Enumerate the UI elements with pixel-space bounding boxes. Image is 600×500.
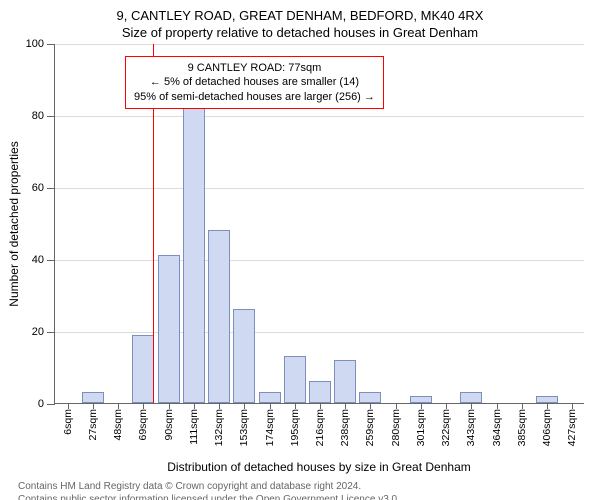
y-tick-label: 20 [32,326,44,338]
x-axis-label: Distribution of detached houses by size … [54,460,584,474]
y-tick-label: 60 [32,182,44,194]
x-tick-label: 90sqm [163,409,175,441]
x-tick-label: 280sqm [390,409,402,446]
histogram-bar [460,392,482,403]
histogram-bar [208,230,230,403]
x-tick-label: 195sqm [289,409,301,446]
annotation-box: 9 CANTLEY ROAD: 77sqm← 5% of detached ho… [125,56,384,109]
y-axis-label: Number of detached properties [7,141,21,306]
histogram-bar [259,392,281,403]
x-tick-label: 343sqm [465,409,477,446]
y-tick-label: 80 [32,110,44,122]
x-tick-label: 322sqm [440,409,452,446]
histogram-bar [284,356,306,403]
x-tick-label: 301sqm [415,409,427,446]
x-tick-label: 6sqm [62,409,74,435]
y-tick [47,260,55,261]
annotation-line: 9 CANTLEY ROAD: 77sqm [134,61,375,75]
histogram-bar [233,309,255,403]
y-tick [47,404,55,405]
x-tick-label: 153sqm [238,409,250,446]
histogram-bar [309,381,331,403]
chart-inner: 6sqm27sqm48sqm69sqm90sqm111sqm132sqm153s… [54,44,584,404]
x-tick-label: 259sqm [364,409,376,446]
y-tick [47,44,55,45]
x-tick-label: 385sqm [516,409,528,446]
histogram-bar [132,335,154,403]
histogram-bar [82,392,104,403]
x-tick-label: 406sqm [541,409,553,446]
footnote-line-2: Contains public sector information licen… [18,493,592,500]
histogram-bar [359,392,381,403]
plot-area: 6sqm27sqm48sqm69sqm90sqm111sqm132sqm153s… [54,44,584,404]
x-tick-label: 174sqm [264,409,276,446]
y-tick-label: 0 [38,398,44,410]
y-tick-label: 100 [26,38,44,50]
y-tick [47,332,55,333]
x-tick-label: 69sqm [137,409,149,441]
histogram-bar [183,79,205,403]
histogram-bar [536,396,558,403]
annotation-line: ← 5% of detached houses are smaller (14) [134,75,375,89]
chart-container: 9, CANTLEY ROAD, GREAT DENHAM, BEDFORD, … [0,0,600,500]
histogram-bar [158,255,180,403]
y-tick-label: 40 [32,254,44,266]
footnote: Contains HM Land Registry data © Crown c… [18,480,592,500]
x-tick-label: 132sqm [213,409,225,446]
title-address: 9, CANTLEY ROAD, GREAT DENHAM, BEDFORD, … [8,8,592,23]
x-tick-label: 48sqm [112,409,124,441]
x-tick-label: 27sqm [87,409,99,441]
x-tick-label: 238sqm [339,409,351,446]
title-subtitle: Size of property relative to detached ho… [8,25,592,40]
histogram-bar [334,360,356,403]
x-tick-label: 427sqm [566,409,578,446]
x-tick-label: 111sqm [188,409,200,445]
x-tick-label: 364sqm [491,409,503,446]
y-tick [47,116,55,117]
footnote-line-1: Contains HM Land Registry data © Crown c… [18,480,592,493]
y-tick [47,188,55,189]
annotation-line: 95% of semi-detached houses are larger (… [134,90,375,104]
x-tick-label: 216sqm [314,409,326,446]
histogram-bar [410,396,432,403]
titles: 9, CANTLEY ROAD, GREAT DENHAM, BEDFORD, … [8,8,592,40]
